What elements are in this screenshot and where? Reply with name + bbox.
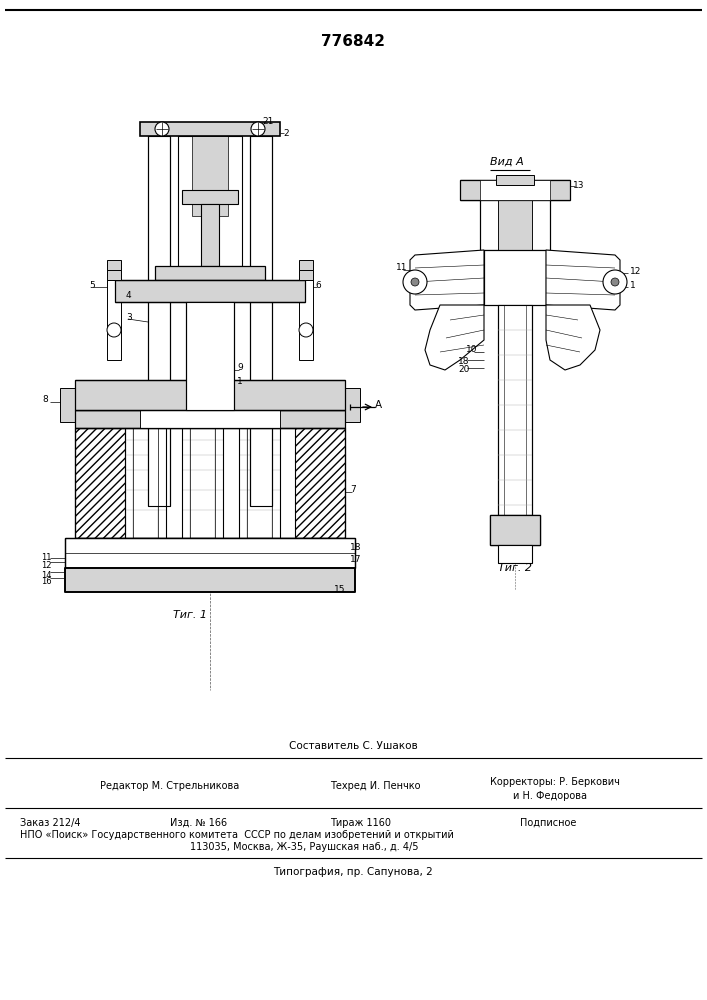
Text: 15: 15	[334, 585, 346, 594]
Polygon shape	[410, 250, 484, 310]
Polygon shape	[425, 305, 484, 370]
Circle shape	[611, 278, 619, 286]
Text: 20: 20	[458, 365, 469, 374]
Bar	[107, 260, 121, 270]
Text: 1: 1	[630, 280, 636, 290]
Text: Составитель С. Ушаков: Составитель С. Ушаков	[288, 741, 417, 751]
Text: Τиг. 1: Τиг. 1	[173, 610, 207, 620]
Text: 9: 9	[237, 363, 243, 372]
Text: 4: 4	[126, 290, 132, 300]
Text: 5: 5	[89, 280, 95, 290]
Text: 12: 12	[41, 562, 52, 570]
Text: 10: 10	[466, 346, 477, 355]
Text: 14: 14	[41, 570, 52, 580]
Bar	[201, 204, 219, 266]
Bar	[496, 175, 534, 185]
Bar	[75, 538, 345, 570]
Text: и Н. Федорова: и Н. Федорова	[513, 791, 587, 801]
Text: 113035, Москва, Ж-35, Раушская наб., д. 4/5: 113035, Москва, Ж-35, Раушская наб., д. …	[190, 842, 419, 852]
Circle shape	[403, 270, 427, 294]
Text: 17: 17	[350, 556, 361, 564]
Bar	[299, 260, 313, 270]
Bar	[115, 280, 305, 302]
Text: 3: 3	[126, 314, 132, 322]
Circle shape	[155, 122, 169, 136]
Bar	[140, 122, 280, 136]
Bar	[155, 266, 265, 280]
Bar	[480, 180, 550, 200]
Text: Изд. № 166: Изд. № 166	[170, 818, 227, 828]
Bar	[140, 410, 280, 428]
Bar	[490, 515, 540, 545]
Bar	[484, 250, 546, 305]
Text: 1: 1	[237, 377, 243, 386]
Circle shape	[603, 270, 627, 294]
Text: Техред И. Пенчко: Техред И. Пенчко	[330, 781, 421, 791]
Text: 776842: 776842	[321, 34, 385, 49]
Text: Вид A: Вид A	[490, 157, 524, 167]
Text: Заказ 212/4: Заказ 212/4	[20, 818, 81, 828]
Text: 11: 11	[396, 263, 407, 272]
Text: 12: 12	[630, 266, 641, 275]
Text: A: A	[375, 400, 382, 410]
Bar	[498, 200, 532, 250]
Bar	[498, 305, 532, 515]
Bar	[460, 180, 570, 200]
Bar	[107, 270, 121, 280]
Text: 18: 18	[350, 544, 361, 552]
Bar	[299, 270, 313, 280]
Text: 18: 18	[458, 357, 469, 365]
Bar	[498, 545, 532, 563]
Bar	[182, 190, 238, 204]
Bar	[190, 428, 215, 538]
Bar	[295, 428, 345, 538]
Bar	[192, 136, 228, 216]
Circle shape	[299, 323, 313, 337]
Bar	[133, 428, 158, 538]
Text: Подписное: Подписное	[520, 818, 576, 828]
Text: 11: 11	[41, 554, 52, 562]
Text: 7: 7	[350, 486, 356, 494]
Polygon shape	[546, 250, 620, 310]
Text: 2: 2	[283, 128, 288, 137]
Bar	[75, 410, 345, 428]
Bar	[480, 200, 550, 250]
Text: Τиг. 2: Τиг. 2	[498, 563, 532, 573]
Bar	[345, 388, 360, 422]
Bar	[107, 280, 121, 360]
Text: Типография, пр. Сапунова, 2: Типография, пр. Сапунова, 2	[273, 867, 433, 877]
Text: 8: 8	[42, 395, 48, 404]
Bar	[250, 136, 272, 506]
Text: НПО «Поиск» Государственного комитета  СССР по делам изобретений и открытий: НПО «Поиск» Государственного комитета СС…	[20, 830, 454, 840]
Bar	[178, 136, 242, 266]
Text: 13: 13	[573, 180, 585, 190]
Circle shape	[251, 122, 265, 136]
Polygon shape	[546, 305, 600, 370]
Circle shape	[107, 323, 121, 337]
Text: 21: 21	[262, 117, 274, 126]
Bar	[186, 302, 234, 410]
Bar	[65, 538, 355, 568]
Bar	[75, 428, 125, 538]
Text: Редактор М. Стрельникова: Редактор М. Стрельникова	[100, 781, 239, 791]
Bar	[65, 568, 355, 592]
Circle shape	[411, 278, 419, 286]
Text: Тираж 1160: Тираж 1160	[330, 818, 391, 828]
Bar	[60, 388, 75, 422]
Text: Корректоры: Р. Беркович: Корректоры: Р. Беркович	[490, 777, 620, 787]
Bar	[148, 136, 170, 506]
Text: 16: 16	[41, 578, 52, 586]
Bar	[299, 280, 313, 360]
Text: 6: 6	[315, 280, 321, 290]
Bar	[247, 428, 272, 538]
Bar	[75, 380, 345, 410]
